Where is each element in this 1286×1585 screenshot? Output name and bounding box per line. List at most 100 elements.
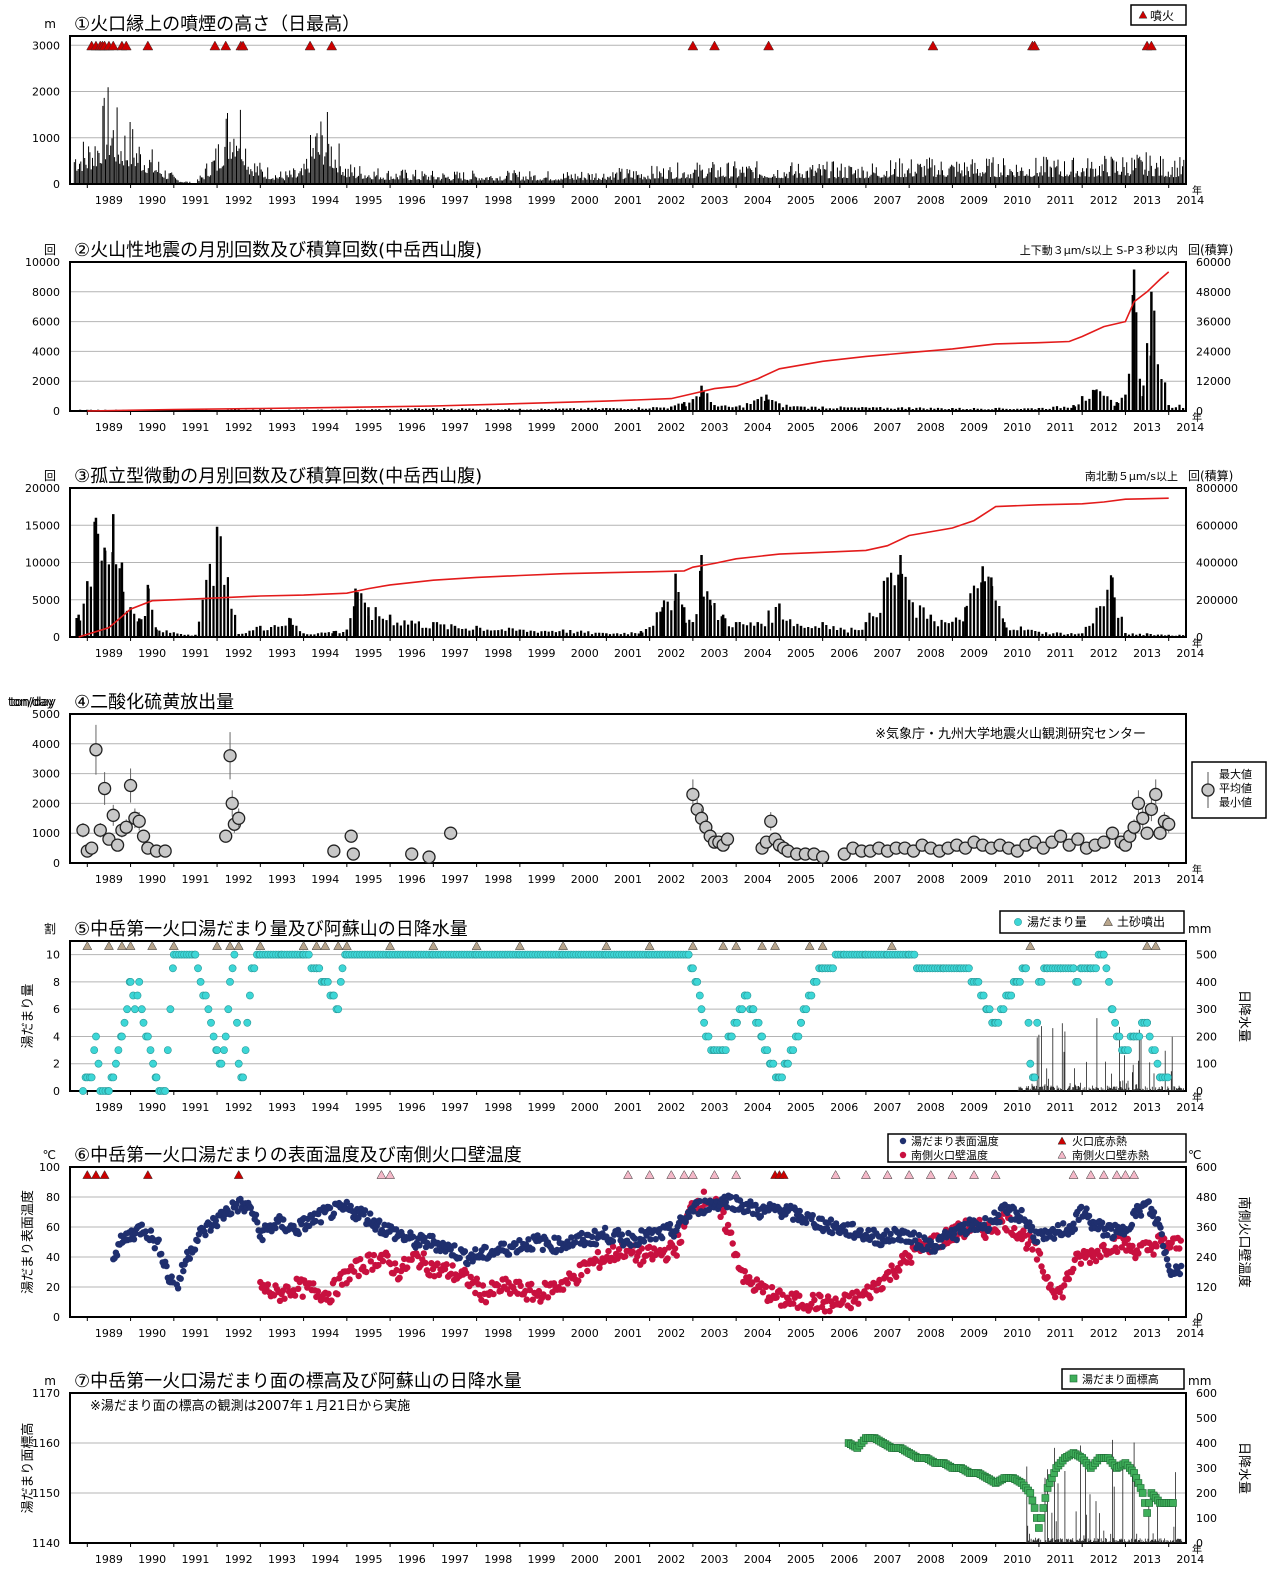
water-temperature-point (1085, 1212, 1093, 1220)
lake-elevation-point (1037, 1514, 1045, 1522)
water-volume-point (1022, 964, 1030, 973)
water-temperature-point (539, 1246, 546, 1254)
panel-crater-lake-elevation: 1140 1150 1160 1170 0 100 200 300 400 500 600 1989 1… (20, 1368, 1251, 1566)
sediment-ejection-marker (644, 940, 655, 950)
y2-axis-unit: ℃ (1188, 1148, 1201, 1162)
wall-temperature-point (1029, 1246, 1036, 1253)
x-tick-label: 2012 (1090, 1327, 1118, 1340)
water-volume-point (336, 978, 345, 986)
water-volume-point (794, 1032, 803, 1041)
wall-temperature-point (370, 1251, 378, 1259)
south-wall-glow-marker (990, 1169, 1001, 1179)
wall-temperature-point (673, 1252, 680, 1259)
water-volume-point (239, 1073, 247, 1082)
water-volume-point (979, 991, 988, 1000)
x-tick-label: 1989 (95, 421, 123, 434)
y2-axis-unit: 回(積算) (1188, 468, 1233, 483)
x-tick-label: 1991 (181, 1327, 209, 1340)
x-tick-label: 1995 (354, 647, 382, 660)
x-tick-label: 1994 (311, 873, 339, 886)
x-tick-label: 2013 (1133, 1327, 1161, 1340)
y-axis-unit: m (44, 17, 56, 31)
water-temperature-point (601, 1224, 609, 1232)
water-temperature-point (631, 1235, 639, 1242)
x-tick-label: 2006 (830, 647, 858, 660)
water-temperature-point (996, 1218, 1003, 1226)
wall-temperature-point (729, 1240, 736, 1247)
wall-temperature-point (295, 1285, 302, 1293)
wall-temperature-point (443, 1261, 450, 1268)
x-tick-label: 1999 (527, 1101, 555, 1114)
x-tick-label: 1989 (95, 873, 123, 886)
x-tick-label: 2005 (787, 1553, 815, 1566)
water-temperature-point (1071, 1226, 1079, 1233)
x-tick-label: 1998 (484, 647, 512, 660)
water-temperature-point (409, 1233, 417, 1240)
water-volume-point (812, 978, 821, 986)
so2-point (119, 820, 133, 834)
wall-temperature-point (832, 1295, 839, 1302)
water-volume-point (1026, 1059, 1035, 1068)
sediment-ejection-marker (1150, 940, 1161, 950)
water-volume-point (163, 1046, 172, 1054)
wall-temperature-point (759, 1289, 767, 1296)
y2-tick-label: 800000 (1196, 482, 1238, 495)
panel-plume-height: 0 1000 2000 3000 1989 1990 1991 1992 1993 1994 199… (32, 4, 1204, 207)
y-tick-label: 6 (53, 1003, 60, 1016)
wall-temperature-point (1129, 1242, 1136, 1250)
water-temperature-point (451, 1242, 458, 1249)
water-temperature-point (1034, 1238, 1041, 1246)
water-temperature-point (472, 1246, 479, 1253)
x-tick-label: 2008 (917, 647, 945, 660)
so2-point (444, 826, 458, 840)
lake-elevation-point (1039, 1504, 1048, 1512)
sediment-ejection-marker (104, 940, 114, 950)
x-tick-label: 2005 (787, 1327, 815, 1340)
water-volume-point (196, 978, 205, 986)
water-temperature-point (1162, 1248, 1169, 1256)
water-temperature-point (500, 1240, 508, 1247)
plot-border (69, 713, 1187, 864)
wall-temperature-point (422, 1259, 429, 1267)
crater-floor-glow-marker (99, 1169, 110, 1179)
x-tick-label: 2005 (787, 421, 815, 434)
water-temperature-point (191, 1246, 199, 1253)
water-temperature-point (213, 1222, 221, 1230)
water-temperature-point (1083, 1205, 1090, 1212)
y2-tick-label: 12000 (1196, 375, 1231, 388)
water-volume-point (1092, 964, 1100, 973)
wall-temperature-point (363, 1268, 370, 1276)
x-tick-label: 2009 (960, 1101, 988, 1114)
lake-elevation-point (1030, 1504, 1039, 1512)
water-temperature-point (326, 1204, 334, 1212)
so2-point (123, 778, 138, 793)
wall-temperature-point (449, 1262, 456, 1269)
y2-tick-label: 400 (1196, 1437, 1217, 1450)
water-temperature-point (790, 1216, 797, 1223)
legend-eruption-icon (1138, 10, 1148, 19)
y2-tick-label: 600 (1196, 1161, 1217, 1174)
x-tick-label: 2012 (1090, 873, 1118, 886)
water-volume-point (802, 1005, 811, 1014)
water-volume-point (769, 1059, 778, 1068)
y-tick-label: 100 (39, 1161, 60, 1174)
eruption-marker (220, 40, 232, 51)
y-tick-label: 1140 (32, 1537, 60, 1550)
wall-temperature-point (564, 1280, 571, 1287)
so2-point (232, 811, 246, 825)
wall-temperature-point (753, 1276, 761, 1283)
so2-point (1071, 832, 1085, 846)
x-tick-label: 2000 (571, 1553, 599, 1566)
water-volume-point (1069, 964, 1078, 973)
legend-label: 最大値 (1219, 767, 1252, 781)
water-temperature-point (659, 1234, 666, 1242)
wall-temperature-point (1176, 1245, 1183, 1252)
wall-temperature-point (1150, 1251, 1157, 1258)
wall-temperature-point (434, 1260, 441, 1267)
wall-temperature-point (328, 1297, 335, 1304)
water-volume-point (829, 964, 837, 973)
wall-temperature-point (467, 1273, 474, 1281)
x-tick-label: 2007 (874, 1327, 902, 1340)
water-volume-point (689, 964, 697, 973)
